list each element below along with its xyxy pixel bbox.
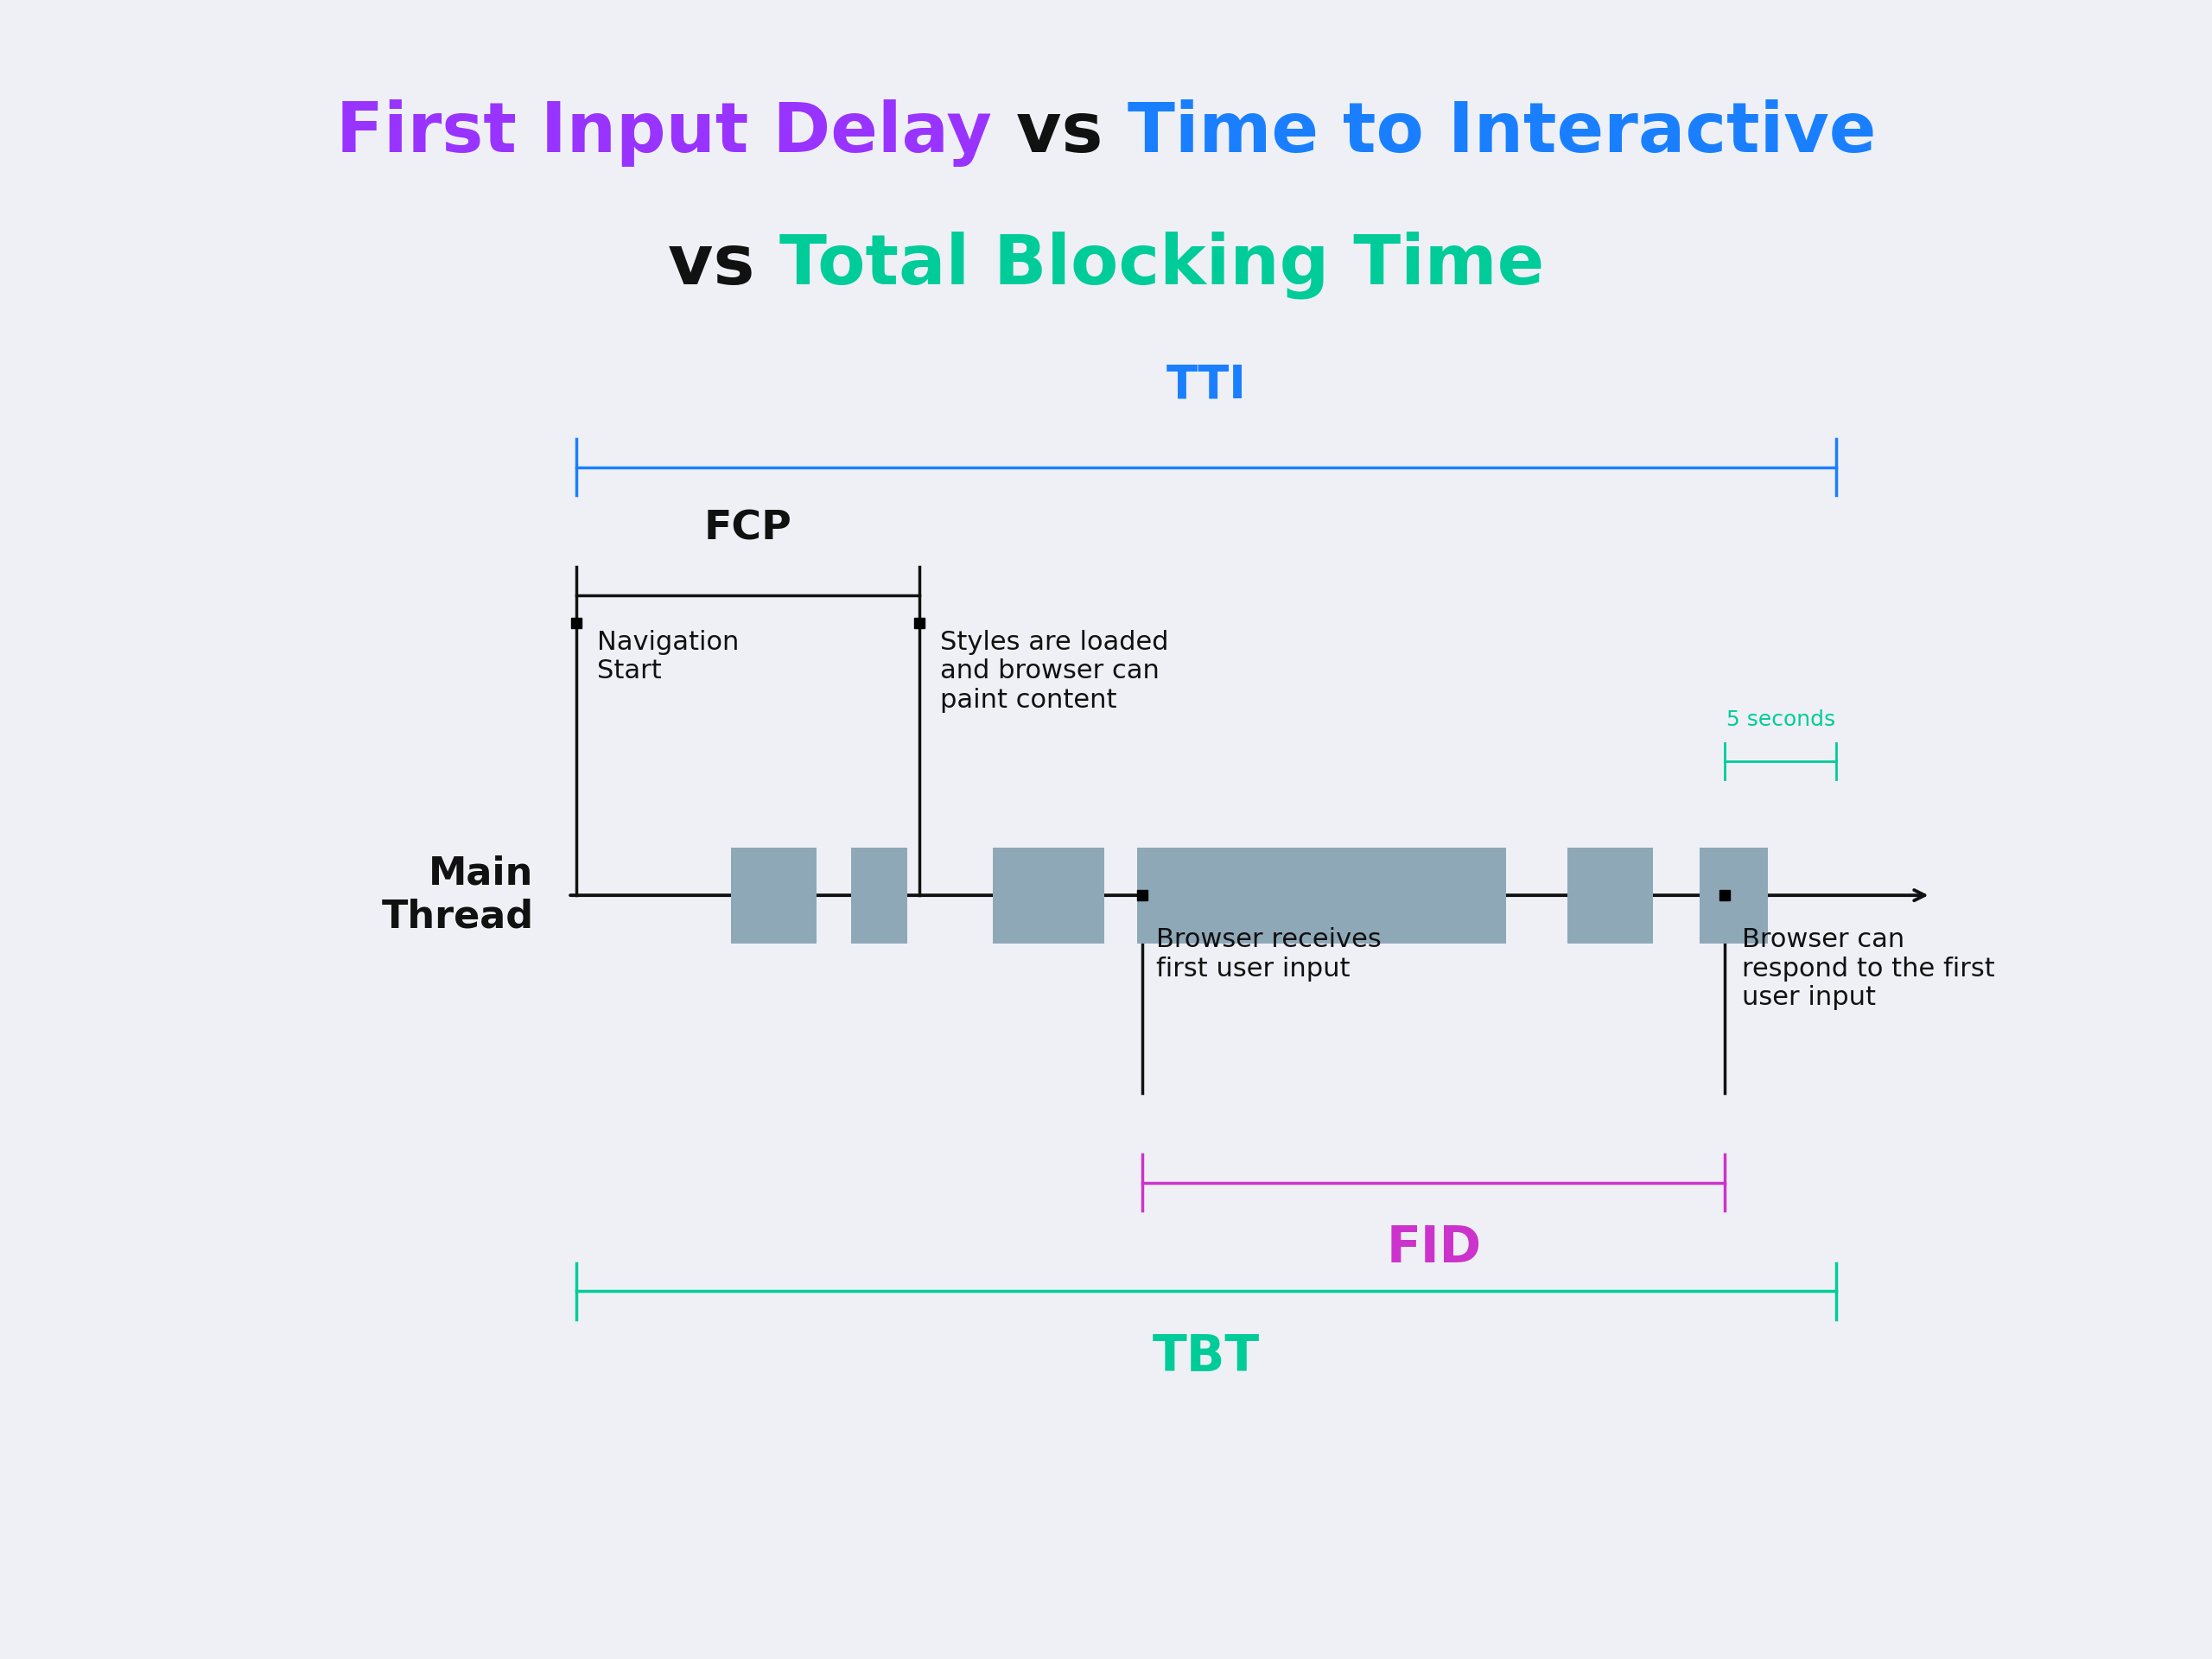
Text: Browser can
respond to the first
user input: Browser can respond to the first user in… bbox=[1743, 927, 1995, 1010]
Text: Total Blocking Time: Total Blocking Time bbox=[779, 232, 1544, 299]
Bar bbox=[1568, 848, 1652, 944]
Text: FID: FID bbox=[1387, 1224, 1482, 1272]
Bar bbox=[1137, 848, 1506, 944]
Bar bbox=[852, 848, 907, 944]
Text: vs: vs bbox=[991, 100, 1128, 166]
Bar bbox=[730, 848, 816, 944]
Text: 5 seconds: 5 seconds bbox=[1725, 710, 1836, 730]
Text: First Input Delay: First Input Delay bbox=[336, 100, 991, 166]
Text: FCP: FCP bbox=[703, 509, 792, 547]
Text: Browser receives
first user input: Browser receives first user input bbox=[1157, 927, 1380, 982]
Text: Time to Interactive: Time to Interactive bbox=[1128, 100, 1876, 166]
Bar bbox=[993, 848, 1104, 944]
Text: Main
Thread: Main Thread bbox=[380, 854, 533, 936]
Text: Styles are loaded
and browser can
paint content: Styles are loaded and browser can paint … bbox=[940, 629, 1168, 713]
Text: Navigation
Start: Navigation Start bbox=[597, 629, 739, 684]
Bar bbox=[1699, 848, 1767, 944]
Text: TTI: TTI bbox=[1166, 362, 1248, 408]
Text: TBT: TBT bbox=[1152, 1332, 1261, 1382]
Text: vs: vs bbox=[668, 232, 779, 299]
